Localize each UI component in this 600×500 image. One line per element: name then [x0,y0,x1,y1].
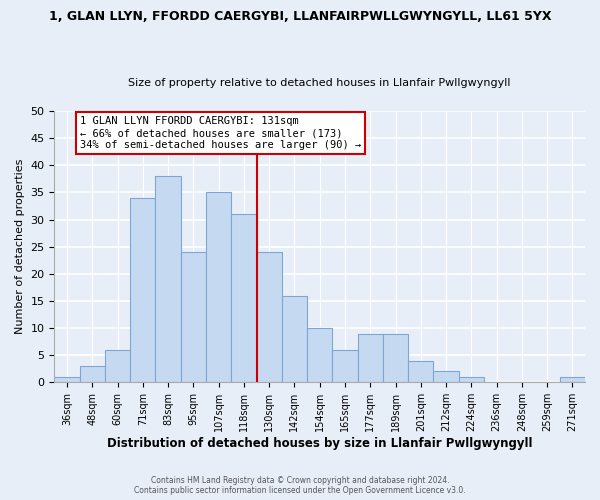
Title: Size of property relative to detached houses in Llanfair Pwllgwyngyll: Size of property relative to detached ho… [128,78,511,88]
Bar [257,252,282,382]
Bar [181,252,206,382]
Text: 1, GLAN LLYN, FFORDD CAERGYBI, LLANFAIRPWLLGWYNGYLL, LL61 5YX: 1, GLAN LLYN, FFORDD CAERGYBI, LLANFAIRP… [49,10,551,23]
Bar [560,377,585,382]
Bar [307,328,332,382]
Bar [383,334,408,382]
X-axis label: Distribution of detached houses by size in Llanfair Pwllgwyngyll: Distribution of detached houses by size … [107,437,532,450]
Y-axis label: Number of detached properties: Number of detached properties [15,159,25,334]
Bar [55,377,80,382]
Bar [80,366,105,382]
Bar [130,198,155,382]
Bar [433,372,458,382]
Bar [105,350,130,382]
Bar [332,350,358,382]
Bar [408,360,433,382]
Bar [358,334,383,382]
Bar [282,296,307,382]
Bar [155,176,181,382]
Bar [231,214,257,382]
Text: 1 GLAN LLYN FFORDD CAERGYBI: 131sqm
← 66% of detached houses are smaller (173)
3: 1 GLAN LLYN FFORDD CAERGYBI: 131sqm ← 66… [80,116,361,150]
Text: Contains HM Land Registry data © Crown copyright and database right 2024.
Contai: Contains HM Land Registry data © Crown c… [134,476,466,495]
Bar [206,192,231,382]
Bar [458,377,484,382]
